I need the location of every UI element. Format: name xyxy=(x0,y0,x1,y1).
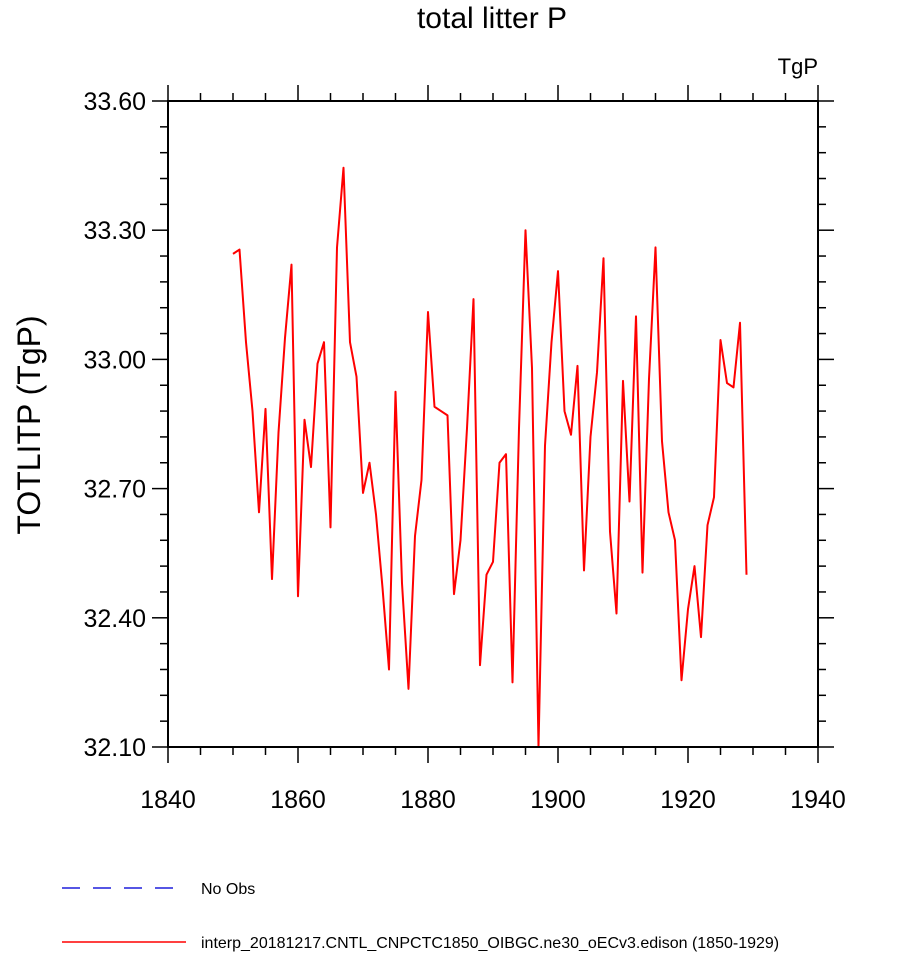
x-tick-label: 1940 xyxy=(790,786,846,814)
legend-label-0: No Obs xyxy=(201,881,255,898)
legend: No Obs interp_20181217.CNTL_CNPCTC1850_OI… xyxy=(62,881,779,952)
series-layer xyxy=(232,166,748,748)
y-tick-label: 32.70 xyxy=(83,476,146,504)
y-tick-label: 33.30 xyxy=(83,217,146,245)
y-tick-label: 33.00 xyxy=(83,346,146,374)
x-tick-label: 1920 xyxy=(660,786,716,814)
chart-title: total litter P xyxy=(417,2,567,35)
axis-layer: 32.10 32.40 32.70 33.00 33.30 33.60 1840 1860 18… xyxy=(83,85,846,814)
y-tick-label: 32.40 xyxy=(83,605,146,633)
units-label: TgP xyxy=(778,54,818,79)
x-tick-label: 1880 xyxy=(400,786,456,814)
legend-label-1: interp_20181217.CNTL_CNPCTC1850_OIBGC.ne… xyxy=(201,935,779,952)
x-tick-label: 1840 xyxy=(140,786,196,814)
y-tick-label: 32.10 xyxy=(83,734,146,762)
series-line-1 xyxy=(232,166,748,748)
y-axis-label: TOTLITP (TgP) xyxy=(11,315,47,534)
x-tick-label: 1860 xyxy=(270,786,326,814)
x-tick-label: 1900 xyxy=(530,786,586,814)
y-tick-label: 33.60 xyxy=(83,88,146,116)
